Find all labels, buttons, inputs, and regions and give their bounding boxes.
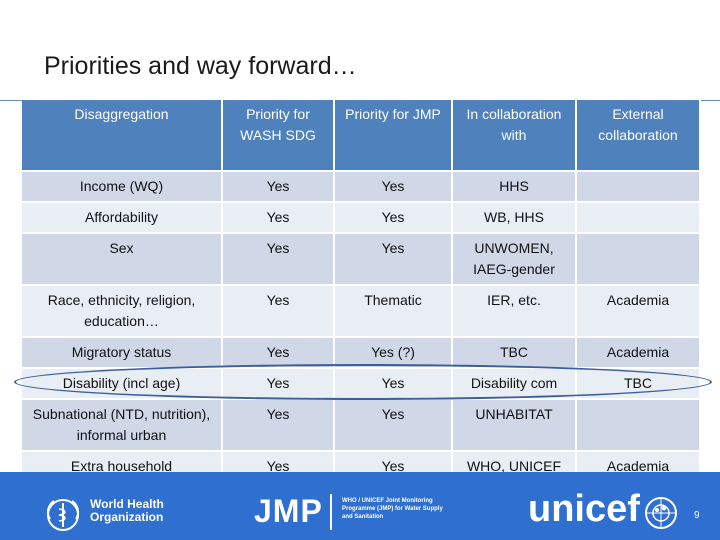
table-row: Disability (incl age) Yes Yes Disability… <box>22 368 701 400</box>
table-row: Migratory status Yes Yes (?) TBC Academi… <box>22 337 701 369</box>
cell-disaggregation: Race, ethnicity, religion, education… <box>22 285 223 338</box>
header-in-collaboration: In collaboration with <box>452 100 577 172</box>
cell-external: TBC <box>576 368 701 400</box>
header-priority-wash-sdg: Priority for WASH SDG <box>222 100 335 172</box>
header-external-collaboration: External collaboration <box>576 100 701 172</box>
cell-priority-jmp: Yes <box>334 399 453 452</box>
unicef-emblem-icon <box>645 497 677 529</box>
table-row: Extra household Yes Yes WHO, UNICEF Acad… <box>22 451 701 483</box>
cell-priority-wash: Yes <box>222 171 335 203</box>
table-row: Sex Yes Yes UNWOMEN, IAEG-gender <box>22 233 701 286</box>
cell-collaboration: TBC <box>452 337 577 369</box>
cell-collaboration: UNWOMEN, IAEG-gender <box>452 233 577 286</box>
cell-external: Academia <box>576 285 701 338</box>
table-row: Affordability Yes Yes WB, HHS <box>22 202 701 234</box>
jmp-divider <box>330 494 332 530</box>
cell-priority-jmp: Yes <box>334 233 453 286</box>
jmp-description: WHO / UNICEF Joint Monitoring Programme … <box>342 498 443 520</box>
cell-collaboration: WB, HHS <box>452 202 577 234</box>
table-row: Subnational (NTD, nutrition), informal u… <box>22 399 701 452</box>
slide-title: Priorities and way forward… <box>44 52 357 80</box>
priorities-table-container: Disaggregation Priority for WASH SDG Pri… <box>22 100 701 483</box>
cell-priority-wash: Yes <box>222 233 335 286</box>
table-header-row: Disaggregation Priority for WASH SDG Pri… <box>22 100 701 172</box>
cell-collaboration: Disability com <box>452 368 577 400</box>
cell-disaggregation: Income (WQ) <box>22 171 223 203</box>
cell-external <box>576 171 701 203</box>
cell-disaggregation: Migratory status <box>22 337 223 369</box>
cell-external: Academia <box>576 337 701 369</box>
table-row: Income (WQ) Yes Yes HHS <box>22 171 701 203</box>
cell-disaggregation: Disability (incl age) <box>22 368 223 400</box>
cell-priority-jmp: Yes <box>334 202 453 234</box>
cell-collaboration: IER, etc. <box>452 285 577 338</box>
header-disaggregation: Disaggregation <box>22 100 223 172</box>
cell-priority-jmp: Yes <box>334 171 453 203</box>
cell-priority-wash: Yes <box>222 399 335 452</box>
cell-external <box>576 399 701 452</box>
cell-priority-jmp: Yes <box>334 368 453 400</box>
table-row: Race, ethnicity, religion, education… Ye… <box>22 285 701 338</box>
cell-priority-wash: Yes <box>222 337 335 369</box>
cell-external <box>576 233 701 286</box>
cell-collaboration: UNHABITAT <box>452 399 577 452</box>
who-label: World Health Organization <box>90 497 164 524</box>
unicef-logo: unicef <box>528 488 640 530</box>
header-priority-jmp: Priority for JMP <box>334 100 453 172</box>
cell-external <box>576 202 701 234</box>
cell-collaboration: HHS <box>452 171 577 203</box>
priorities-table: Disaggregation Priority for WASH SDG Pri… <box>22 100 701 483</box>
who-emblem-icon <box>46 499 80 531</box>
jmp-logo: JMP <box>254 493 323 529</box>
cell-disaggregation: Affordability <box>22 202 223 234</box>
cell-priority-wash: Yes <box>222 368 335 400</box>
cell-disaggregation: Subnational (NTD, nutrition), informal u… <box>22 399 223 452</box>
cell-priority-jmp: Yes (?) <box>334 337 453 369</box>
cell-disaggregation: Sex <box>22 233 223 286</box>
footer-bar <box>0 472 720 540</box>
page-number: 9 <box>694 510 700 521</box>
cell-priority-jmp: Thematic <box>334 285 453 338</box>
cell-priority-wash: Yes <box>222 285 335 338</box>
cell-priority-wash: Yes <box>222 202 335 234</box>
